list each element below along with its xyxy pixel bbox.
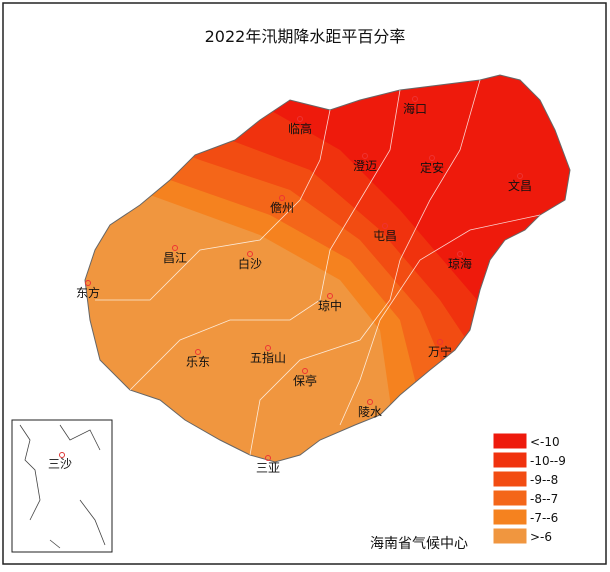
city-label: 儋州 xyxy=(270,201,294,215)
legend-swatch xyxy=(492,508,528,526)
city-dot xyxy=(279,195,285,201)
city-label: 五指山 xyxy=(250,350,286,365)
city-label: 昌江 xyxy=(163,251,187,265)
city-dot xyxy=(247,251,253,257)
city-label: 保亭 xyxy=(293,373,317,388)
city-dot xyxy=(429,155,435,161)
city-dot xyxy=(172,245,178,251)
legend-label: >-6 xyxy=(530,530,552,544)
city-label: 琼中 xyxy=(318,298,342,313)
legend-label: -9--8 xyxy=(530,473,558,487)
city-dot xyxy=(85,280,91,286)
legend-label: -7--6 xyxy=(530,511,558,525)
credit: 海南省气候中心 xyxy=(370,536,468,552)
city-label: 屯昌 xyxy=(373,229,397,243)
district-lines xyxy=(95,79,541,456)
city-label: 定安 xyxy=(420,160,444,175)
city-label: 陵水 xyxy=(358,405,382,419)
city-dot xyxy=(437,339,443,345)
legend-label: -8--7 xyxy=(530,492,558,506)
legend-swatch xyxy=(492,470,528,488)
legend-swatch xyxy=(492,432,528,450)
city-label: 白沙 xyxy=(238,256,262,271)
legend: <-10 -10--9 -9--8 -8--7 -7--6 >-6 xyxy=(492,432,566,545)
city-label: 乐东 xyxy=(186,355,210,369)
city-label: 三亚 xyxy=(256,461,280,475)
city-label: 万宁 xyxy=(428,344,452,359)
city-dot xyxy=(382,223,388,229)
city-label: 临高 xyxy=(288,121,312,136)
city-dot xyxy=(297,116,303,122)
city-label: 澄迈 xyxy=(353,158,377,173)
city-dot xyxy=(302,368,308,374)
legend-swatch xyxy=(492,527,528,545)
city-label: 琼海 xyxy=(448,256,472,271)
legend-swatch xyxy=(492,489,528,507)
city-dot xyxy=(265,345,271,351)
city-dot xyxy=(457,251,463,257)
city-label: 海口 xyxy=(403,101,427,116)
inset-point xyxy=(59,452,65,458)
legend-swatch xyxy=(492,451,528,469)
city-dot xyxy=(265,455,271,461)
city-dot xyxy=(412,96,418,102)
legend-label: <-10 xyxy=(530,435,560,449)
city-dot xyxy=(327,293,333,299)
city-label: 文昌 xyxy=(508,178,532,193)
legend-label: -10--9 xyxy=(530,454,566,468)
inset-label: 三沙 xyxy=(48,457,72,471)
city-label: 东方 xyxy=(76,285,100,300)
inset-frame xyxy=(11,419,113,553)
coastline xyxy=(84,74,571,463)
city-dot xyxy=(517,173,523,179)
city-dot xyxy=(362,153,368,159)
inset-coast xyxy=(19,424,106,549)
city-dot xyxy=(195,349,201,355)
city-dot xyxy=(367,399,373,405)
map-title: 2022年汛期降水距平百分率 xyxy=(205,27,406,46)
